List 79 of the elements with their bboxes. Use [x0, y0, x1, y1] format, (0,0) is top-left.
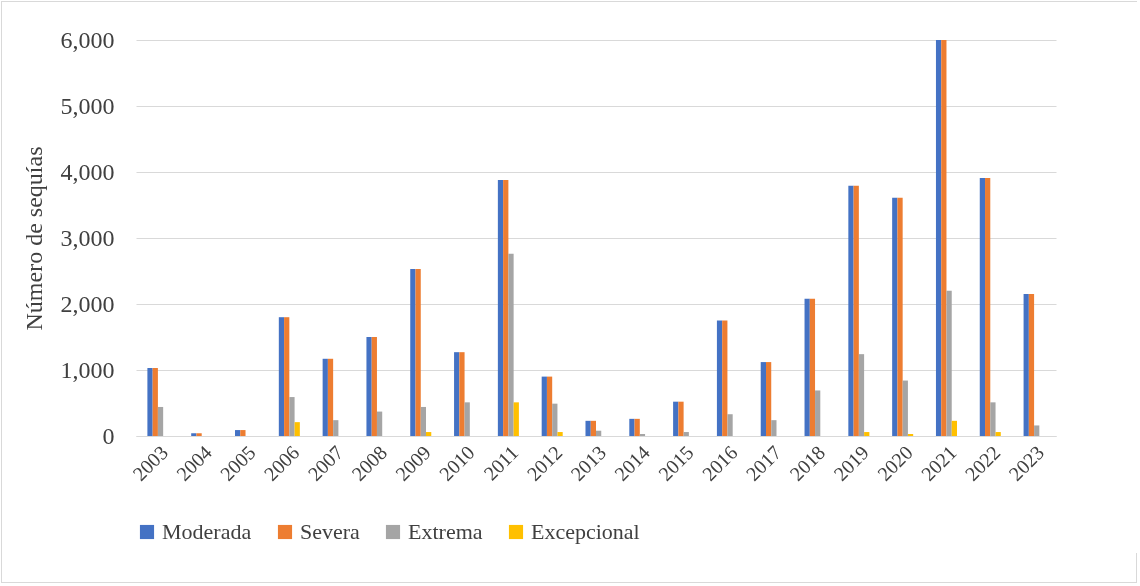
bar [585, 420, 591, 436]
bar [503, 179, 509, 436]
bar [191, 433, 197, 436]
bar [848, 185, 854, 436]
bar [590, 420, 596, 436]
bar [333, 420, 339, 436]
bar [284, 317, 290, 436]
legend-label: Severa [300, 519, 361, 544]
bar [196, 433, 202, 436]
bar [464, 402, 470, 436]
bar [951, 420, 957, 436]
y-tick-label: 0 [102, 422, 115, 449]
bar [897, 197, 903, 436]
bar [727, 414, 733, 436]
bar [985, 177, 991, 436]
legend-label: Extrema [408, 519, 483, 544]
y-axis-title: Número de sequías [20, 146, 47, 331]
bar [946, 290, 952, 436]
bar [941, 40, 947, 436]
bar [513, 402, 519, 436]
bar [804, 298, 810, 436]
bar [629, 418, 635, 436]
bar [546, 376, 553, 436]
bar [760, 362, 766, 436]
bar [935, 40, 942, 436]
bar [1023, 294, 1029, 436]
bar [771, 420, 777, 436]
bar [1034, 425, 1040, 436]
y-tick-label: 4,000 [60, 158, 115, 185]
bar [853, 185, 859, 436]
bar [1028, 294, 1035, 436]
bar [322, 358, 328, 436]
bar [426, 432, 432, 436]
bar [673, 401, 679, 436]
bar [995, 432, 1001, 436]
legend-label: Moderada [162, 519, 252, 544]
bar [979, 177, 986, 436]
bar [678, 401, 684, 436]
bar [289, 397, 295, 436]
bar [459, 352, 465, 436]
y-tick-label: 6,000 [60, 26, 115, 53]
bar [415, 269, 421, 436]
bar [157, 406, 164, 436]
bar [508, 253, 514, 436]
bar [410, 269, 416, 436]
bar [902, 380, 908, 436]
bar [376, 411, 383, 436]
y-tick-label: 5,000 [60, 92, 115, 119]
bar [327, 358, 334, 436]
bar [371, 337, 377, 436]
y-tick-label: 3,000 [60, 224, 115, 251]
bar [634, 418, 640, 436]
bar [541, 376, 547, 436]
bar [892, 197, 898, 436]
bar [990, 402, 996, 436]
bar [420, 406, 427, 436]
legend-label: Excepcional [531, 519, 640, 544]
bar [765, 362, 772, 436]
bar [240, 430, 246, 436]
bar [552, 403, 558, 436]
bar [454, 352, 460, 436]
bar [716, 320, 723, 436]
bar [815, 390, 821, 436]
bar [809, 298, 816, 436]
bar [278, 317, 285, 436]
bar [858, 354, 865, 436]
bar [294, 422, 300, 436]
x-tick-label: 2011 [479, 441, 523, 485]
bar [864, 432, 870, 436]
bar [152, 368, 158, 436]
bar [147, 368, 153, 436]
y-tick-label: 2,000 [60, 290, 115, 317]
bar [366, 337, 372, 436]
bar [557, 432, 563, 436]
bar [683, 432, 689, 436]
y-tick-label: 1,000 [60, 356, 115, 383]
bar [722, 320, 728, 436]
bar [497, 179, 504, 436]
bar [235, 430, 241, 436]
